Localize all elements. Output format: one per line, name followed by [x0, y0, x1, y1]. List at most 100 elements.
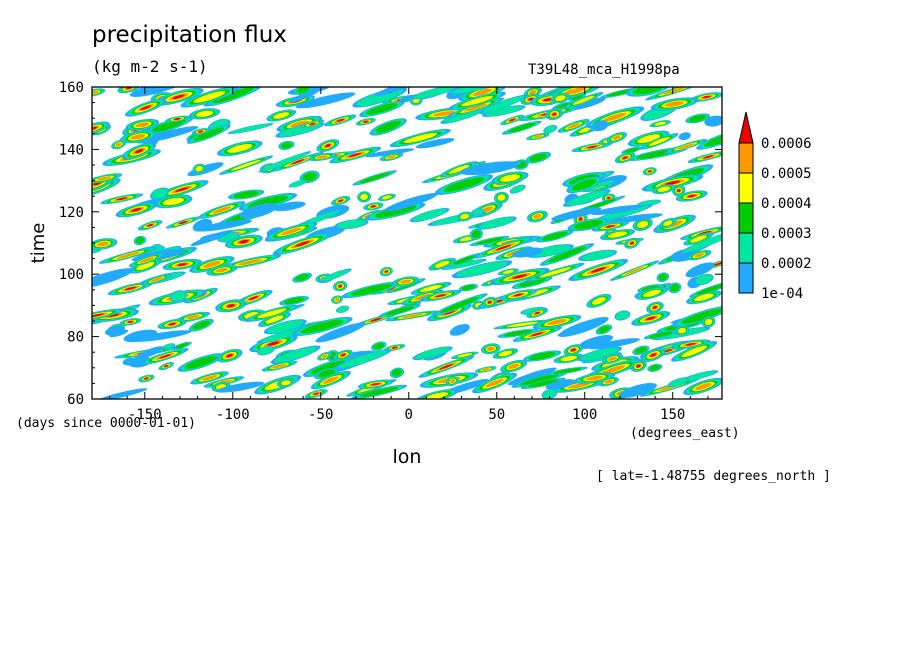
precip-streak: [377, 193, 396, 202]
precip-contour-level: [151, 188, 168, 199]
precip-contour-level: [654, 121, 667, 126]
precip-streak: [410, 87, 459, 100]
precip-streak: [664, 138, 707, 154]
colorbar-segment: [738, 202, 754, 234]
precip-contour-level: [360, 193, 368, 201]
precip-contour-level: [434, 260, 450, 268]
x-tick-label: 50: [488, 407, 505, 423]
precip-streak: [123, 329, 158, 343]
precip-contour-level: [274, 346, 317, 363]
precip-contour-level: [472, 208, 484, 215]
precip-streak: [451, 260, 513, 279]
precip-contour-level: [325, 144, 331, 148]
precip-contour-level: [622, 156, 628, 160]
x-units-label: (degrees_east): [630, 426, 740, 441]
precip-contour-level: [92, 90, 100, 95]
precip-contour-level: [432, 111, 457, 117]
precip-streak: [292, 272, 312, 283]
precip-streak: [489, 267, 550, 286]
y-tick-label: 80: [67, 330, 84, 346]
precip-contour-level: [386, 155, 397, 159]
precip-contour-level: [272, 201, 306, 212]
y-axis: 60 80 100 120 140 160: [59, 80, 722, 408]
precip-streak: [652, 184, 676, 195]
precip-contour-level: [471, 230, 481, 239]
latitude-annotation: [ lat=-1.48755 degrees_north ]: [596, 469, 831, 484]
precip-contour-level: [412, 209, 447, 222]
precip-contour-level: [663, 220, 673, 227]
precip-contour-level: [677, 327, 687, 334]
precip-streak: [198, 201, 246, 219]
precip-contour-level: [184, 356, 218, 369]
precip-contour-level: [677, 143, 695, 150]
precip-streak: [447, 253, 482, 267]
precip-contour-level: [645, 316, 656, 321]
precip-streak: [478, 94, 528, 115]
precip-streak: [136, 126, 199, 144]
precip-streak: [685, 113, 710, 124]
precip-streak: [598, 376, 619, 387]
precip-contour-level: [507, 122, 536, 133]
precip-contour-level: [338, 284, 342, 288]
precip-contour-level: [273, 112, 290, 119]
precip-contour-level: [542, 389, 557, 399]
precip-contour-level: [703, 155, 714, 159]
precip-contour-level: [507, 367, 557, 386]
precip-contour-level: [136, 126, 199, 144]
precip-contour-level: [449, 324, 470, 336]
precip-streak: [497, 268, 519, 276]
precip-streak: [258, 312, 291, 327]
precip-contour-level: [543, 98, 552, 102]
precip-contour-level: [552, 112, 557, 116]
precip-contour-level: [503, 330, 533, 337]
precip-streak: [621, 146, 642, 154]
precip-streak: [141, 348, 189, 365]
precip-streak: [500, 359, 528, 373]
precip-streak: [225, 234, 263, 249]
precip-streak: [188, 318, 214, 332]
precip-streak: [371, 341, 387, 351]
precip-streak: [304, 389, 328, 399]
precip-contour-level: [581, 347, 619, 361]
precip-streak: [415, 107, 474, 121]
colorbar-segment: [738, 262, 754, 294]
precip-contour-level: [529, 153, 548, 162]
precip-contour-level: [586, 145, 598, 149]
precip-contour-level: [202, 261, 221, 268]
precip-streak: [389, 128, 451, 148]
precip-streak: [190, 371, 229, 385]
precip-streak: [191, 128, 210, 136]
precip-contour-level: [375, 120, 402, 133]
precip-contour-level: [517, 278, 547, 287]
precip-contour-level: [295, 241, 310, 247]
precip-contour-level: [370, 205, 376, 208]
precip-contour-level: [695, 383, 712, 390]
precip-contour-level: [689, 114, 707, 122]
precip-streak: [215, 299, 247, 313]
precip-streak: [352, 170, 397, 186]
precip-contour-level: [186, 314, 200, 320]
precip-streak: [493, 319, 552, 330]
precip-streak: [194, 219, 252, 232]
precip-streak: [203, 87, 263, 107]
precip-streak: [689, 281, 722, 298]
precip-streak: [501, 120, 542, 135]
precip-contour-level: [290, 120, 309, 128]
precip-contour-level: [212, 87, 254, 104]
precip-streak: [357, 379, 394, 389]
precip-contour-level: [564, 87, 586, 95]
precip-contour-level: [568, 382, 590, 389]
precip-contour-level: [677, 189, 681, 193]
precip-streak: [458, 283, 479, 292]
precip-contour-level: [498, 350, 513, 357]
precip-streak: [448, 91, 506, 111]
precip-streak: [458, 87, 507, 102]
precip-streak: [683, 232, 714, 246]
precip-contour-level: [172, 94, 185, 100]
precip-contour-level: [300, 319, 344, 334]
precip-contour-level: [448, 164, 470, 174]
precip-streak: [92, 121, 110, 136]
colorbar-label: 1e-04: [761, 286, 803, 302]
precip-contour-level: [419, 284, 443, 292]
precip-contour-level: [348, 152, 362, 158]
